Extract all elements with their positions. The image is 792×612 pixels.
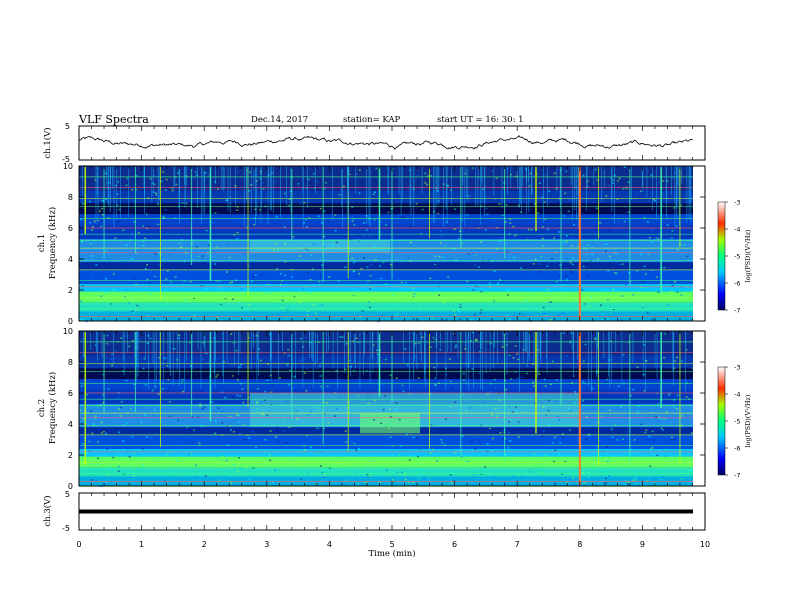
colorbar-tick-label: -4 <box>734 226 740 234</box>
ch1-waveform-panel: 5 -5 ch.1(V) <box>42 122 706 164</box>
ch3-ytick-bottom: -5 <box>62 524 70 533</box>
x-tick-label: 10 <box>700 540 710 549</box>
spec-ytick-label: 6 <box>68 224 73 233</box>
colorbar-tick-label: -3 <box>734 364 740 372</box>
colorbar-ch1: -3 -4 -5 -6 -7 log(PSD)(V²/Hz) <box>717 199 752 315</box>
ch1-spectrogram-panel: 0 2 4 6 8 10 ch.1 Frequency (kHz) <box>37 162 706 326</box>
colorbar-tick-label: -7 <box>734 307 740 315</box>
x-axis-label: Time (min) <box>368 548 415 559</box>
spec-ytick-label: 2 <box>68 451 73 460</box>
x-tick-label: 7 <box>515 540 520 549</box>
ch2-spec-label-a: ch.2 <box>37 399 47 417</box>
x-tick-label: 9 <box>640 540 645 549</box>
ch2-spec-label-b: Frequency (kHz) <box>47 372 58 444</box>
colorbar-ch1-label: log(PSD)(V²/Hz) <box>744 229 752 282</box>
spec-ytick-label: 6 <box>68 389 73 398</box>
spec-ytick-label: 2 <box>68 286 73 295</box>
ch1-ytick-top: 5 <box>65 122 70 131</box>
ch1-waveform-line <box>79 135 694 150</box>
x-tick-label: 4 <box>327 540 332 549</box>
spec-ytick-label: 8 <box>68 193 73 202</box>
colorbar-tick-label: -3 <box>734 199 740 207</box>
start-time-label: start UT = 16: 30: 1 <box>437 115 524 125</box>
colorbar-tick-label: -5 <box>734 418 740 426</box>
ch1-spec-label-a: ch.1 <box>37 234 47 252</box>
spec-ytick-label: 0 <box>68 317 73 326</box>
colorbar-tick-label: -5 <box>734 253 740 261</box>
ch1-ytick-bottom: -5 <box>62 155 70 164</box>
ch3-waveform-panel: 5 -5 ch.3(V) <box>42 490 706 533</box>
colorbar-ch2: -3 -4 -5 -6 -7 log(PSD)(V²/Hz) <box>717 364 752 480</box>
x-tick-marks <box>78 126 706 530</box>
station-label: station= KAP <box>343 115 401 125</box>
colorbar-tick-label: -7 <box>734 472 740 480</box>
x-tick-label: 0 <box>76 540 81 549</box>
colorbar-tick-label: -4 <box>734 391 740 399</box>
spec-ytick-label: 4 <box>68 255 73 264</box>
spec-ytick-label: 8 <box>68 358 73 367</box>
x-tick-label: 1 <box>139 540 144 549</box>
ch2-spectrogram-panel: 0 2 4 6 8 10 ch.2 Frequency (kHz) <box>37 327 706 491</box>
x-tick-label: 3 <box>264 540 269 549</box>
ch3-wave-label: ch.3(V) <box>42 495 53 526</box>
x-axis-tick-labels: 0 1 2 3 4 5 6 7 8 9 10 <box>76 540 710 549</box>
x-tick-label: 6 <box>452 540 457 549</box>
colorbar-ch2-label: log(PSD)(V²/Hz) <box>744 394 752 447</box>
spec-ytick-label: 10 <box>63 327 73 336</box>
x-tick-label: 8 <box>577 540 582 549</box>
ch1-wave-label: ch.1(V) <box>42 127 53 158</box>
colorbar-tick-label: -6 <box>734 280 740 288</box>
x-tick-label: 5 <box>389 540 394 549</box>
spec-ytick-label: 0 <box>68 482 73 491</box>
ch1-spec-label-b: Frequency (kHz) <box>47 207 58 279</box>
spec-ytick-label: 4 <box>68 420 73 429</box>
date-label: Dec.14, 2017 <box>251 115 308 125</box>
ch3-ytick-top: 5 <box>65 490 70 499</box>
colorbar-tick-label: -6 <box>734 445 740 453</box>
x-tick-label: 2 <box>202 540 207 549</box>
spec-ytick-label: 10 <box>63 162 73 171</box>
chart-title: VLF Spectra <box>78 113 149 126</box>
